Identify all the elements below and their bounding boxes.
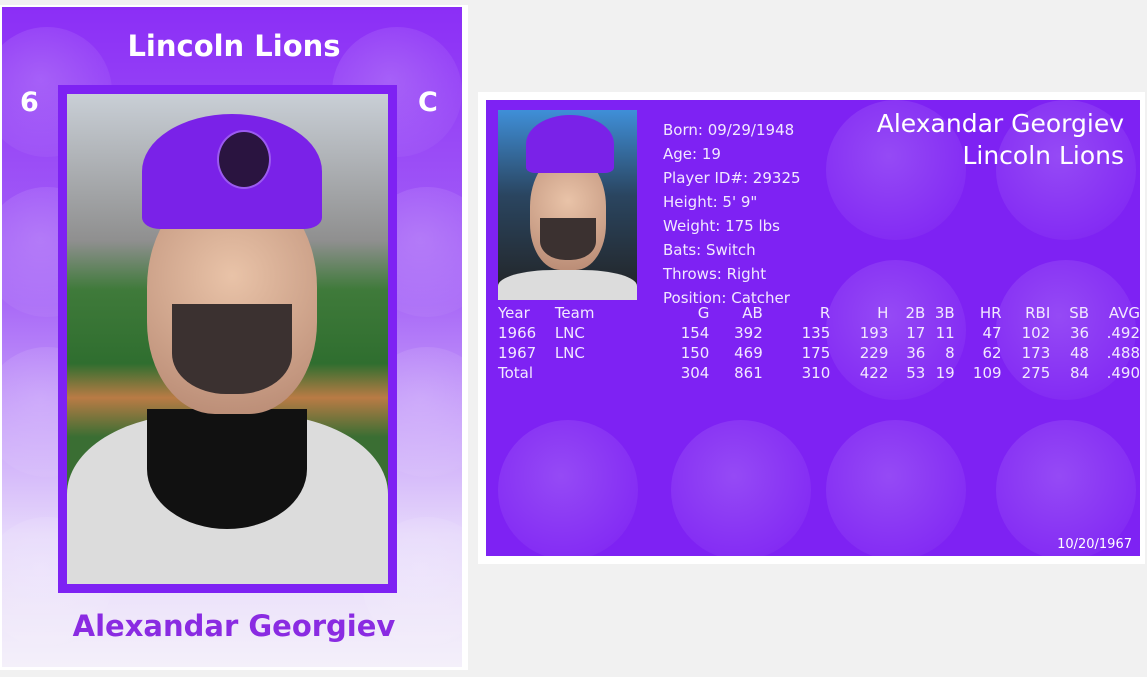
stats-cell: 17 — [906, 324, 926, 342]
stats-cell: LNC — [554, 324, 585, 342]
bio-height: Height: 5' 9" — [663, 193, 758, 211]
stats-cell: 102 — [1021, 324, 1051, 342]
player-thumbnail — [498, 110, 637, 300]
stats-row: 1966 LNC 154 392 135 193 17 11 47 102 36 .492 — [498, 323, 1140, 343]
stats-cell: .492 — [1106, 324, 1140, 342]
stats-cell: 1966 — [498, 324, 537, 342]
stats-header-cell: R — [819, 304, 831, 322]
back-team-name: Lincoln Lions — [962, 141, 1124, 170]
stats-cell: 48 — [1069, 344, 1090, 362]
stats-cell: 310 — [801, 364, 831, 382]
stats-header-row: Year Team G AB R H 2B 3B HR RBI SB AVG — [498, 303, 1140, 323]
stats-cell: .488 — [1106, 344, 1140, 362]
front-card: Lincoln Lions 6 C Alexandar Georgiev — [0, 5, 468, 670]
back-card: Born: 09/29/1948 Age: 19 Player ID#: 293… — [478, 92, 1145, 564]
stats-cell: 154 — [680, 324, 710, 342]
stats-cell: 469 — [734, 344, 763, 362]
stats-header-cell: G — [697, 304, 710, 322]
bio-age: Age: 19 — [663, 145, 721, 163]
stats-cell: 36 — [906, 344, 926, 362]
stats-cell: 422 — [859, 364, 889, 382]
stats-cell: 304 — [680, 364, 710, 382]
stats-cell: 175 — [801, 344, 831, 362]
stats-cell: LNC — [554, 344, 585, 362]
card-date: 10/20/1967 — [1057, 537, 1132, 552]
stats-header-cell: SB — [1069, 304, 1090, 322]
team-name: Lincoln Lions — [127, 29, 341, 63]
stats-header-cell: RBI — [1025, 304, 1051, 322]
stats-cell: 193 — [859, 324, 889, 342]
stats-row: Total 304 861 310 422 53 19 109 275 84 .490 — [498, 363, 1140, 383]
player-photo-frame — [58, 85, 397, 593]
stats-cell: 861 — [734, 364, 763, 382]
bio-born: Born: 09/29/1948 — [663, 121, 795, 139]
stats-header-cell: AVG — [1108, 304, 1140, 322]
stats-cell: .490 — [1106, 364, 1140, 382]
bio-position: Position: Catcher — [663, 289, 790, 307]
player-photo — [67, 94, 388, 584]
stats-cell: 53 — [906, 364, 926, 382]
stats-cell: 173 — [1021, 344, 1051, 362]
bio-player-id: Player ID#: 29325 — [663, 169, 801, 187]
lion-logo-icon — [217, 130, 271, 189]
back-player-name: Alexandar Georgiev — [876, 109, 1124, 138]
stats-cell: 62 — [982, 344, 1002, 362]
stats-cell: 47 — [982, 324, 1002, 342]
position-code: C — [418, 87, 438, 118]
stats-cell: 1967 — [498, 344, 537, 362]
bio-throws: Throws: Right — [663, 265, 767, 283]
stats-header-cell: HR — [979, 304, 1002, 322]
back-header: Alexandar Georgiev Lincoln Lions — [877, 108, 1124, 172]
stats-cell: 11 — [935, 324, 955, 342]
stats-header-cell: 2B — [905, 304, 926, 322]
stats-header-cell: Team — [554, 304, 595, 322]
stats-cell: 19 — [935, 364, 955, 382]
stats-cell: 8 — [945, 344, 955, 362]
stats-cell: 109 — [972, 364, 1002, 382]
bio-weight: Weight: 175 lbs — [663, 217, 780, 235]
stats-cell — [555, 363, 651, 383]
stats-row: 1967 LNC 150 469 175 229 36 8 62 173 48 .488 — [498, 343, 1140, 363]
bio-bats: Bats: Switch — [663, 241, 756, 259]
stats-cell: 392 — [734, 324, 763, 342]
stats-cell: 275 — [1021, 364, 1051, 382]
stats-header-cell: H — [877, 304, 889, 322]
back-background: Born: 09/29/1948 Age: 19 Player ID#: 293… — [486, 100, 1140, 556]
stats-cell: 229 — [859, 344, 889, 362]
stats-header-cell: 3B — [934, 304, 955, 322]
stats-table: Year Team G AB R H 2B 3B HR RBI SB AVG 1966 LNC 154 392… — [498, 303, 1140, 383]
stats-cell: 150 — [680, 344, 710, 362]
bio-list: Born: 09/29/1948 Age: 19 Player ID#: 293… — [663, 118, 801, 310]
jersey-number: 6 — [20, 87, 39, 118]
stats-cell: 84 — [1069, 364, 1090, 382]
player-name: Alexandar Georgiev — [72, 609, 396, 643]
stats-cell: Total — [498, 364, 534, 382]
stats-cell: 36 — [1069, 324, 1090, 342]
stats-header-cell: AB — [742, 304, 763, 322]
stats-cell: 135 — [801, 324, 831, 342]
stats-header-cell: Year — [498, 304, 530, 322]
